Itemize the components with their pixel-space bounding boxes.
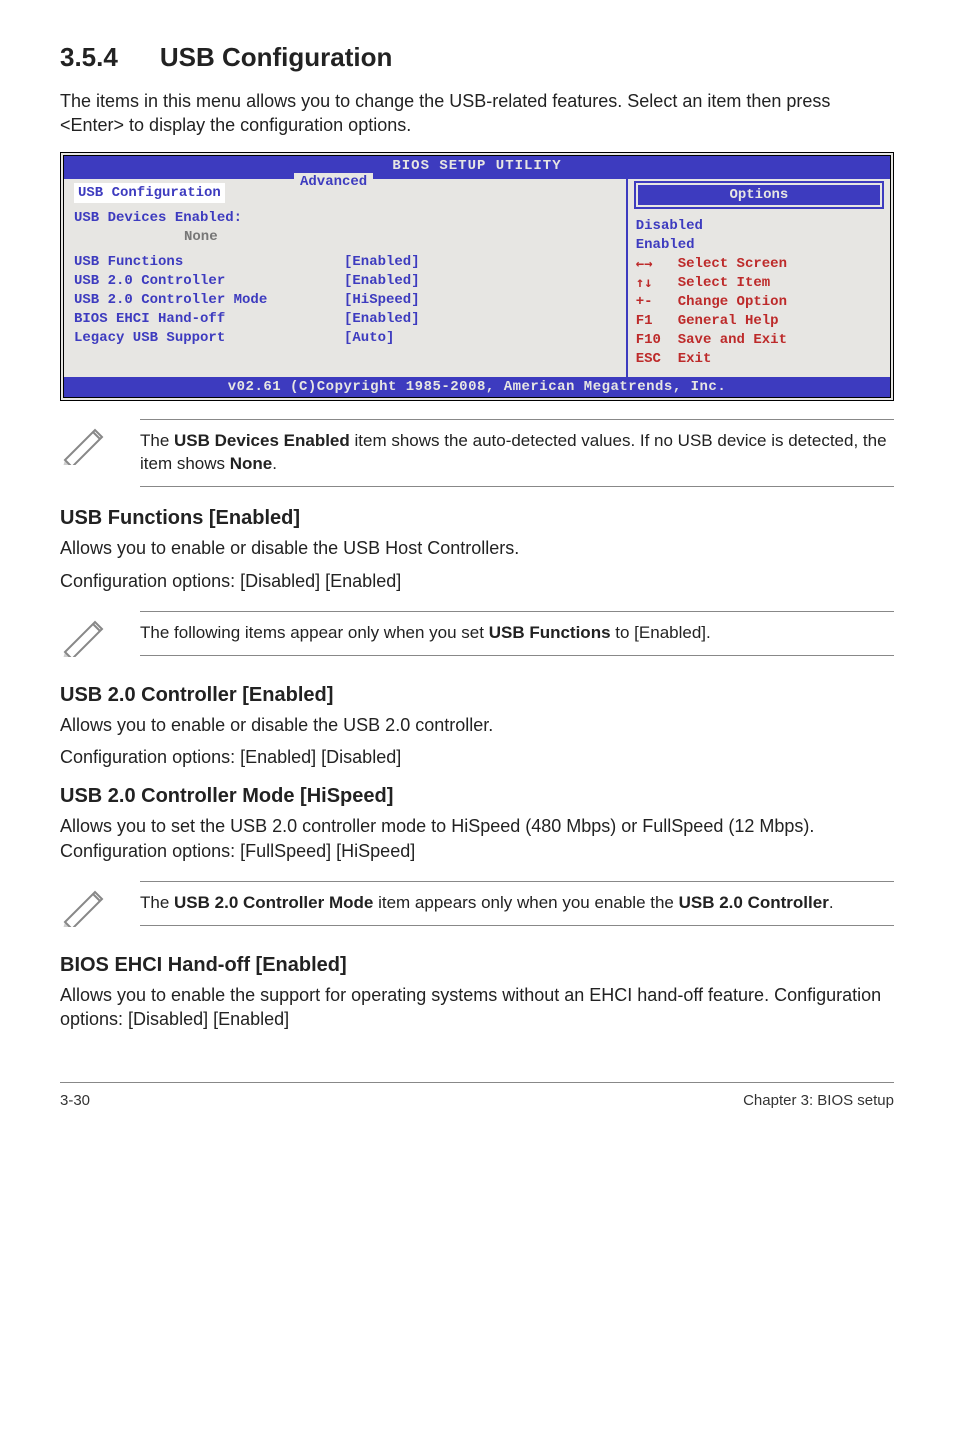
bios-row-value: [Enabled]	[344, 253, 420, 272]
body-text: Configuration options: [Enabled] [Disabl…	[60, 745, 894, 769]
help-text: General Help	[678, 312, 779, 331]
bios-row-value: [Enabled]	[344, 272, 420, 291]
help-text: Select Item	[678, 274, 770, 293]
bios-row-value: [Auto]	[344, 329, 394, 348]
bios-row-label: USB 2.0 Controller	[74, 272, 344, 291]
help-key: ESC	[636, 350, 678, 369]
bios-row[interactable]: USB Functions [Enabled]	[74, 253, 616, 272]
pencil-icon	[60, 611, 112, 664]
section-number: 3.5.4	[60, 40, 118, 75]
bios-left-panel: USB Configuration USB Devices Enabled: N…	[64, 179, 628, 377]
pencil-icon	[60, 419, 112, 472]
page-number: 3-30	[60, 1091, 90, 1111]
bios-footer: v02.61 (C)Copyright 1985-2008, American …	[64, 377, 890, 398]
body-text: Configuration options: [Disabled] [Enabl…	[60, 569, 894, 593]
note-text: The following items appear only when you…	[140, 611, 894, 656]
bios-row-label: BIOS EHCI Hand-off	[74, 310, 344, 329]
bios-title: BIOS SETUP UTILITY	[64, 156, 890, 177]
help-text: Exit	[678, 350, 712, 369]
bios-config-heading: USB Configuration	[74, 183, 225, 204]
bios-screen: BIOS SETUP UTILITY Advanced USB Configur…	[60, 152, 894, 402]
bios-help-block: ←→Select Screen ↑↓Select Item +-Change O…	[636, 255, 882, 368]
note-text: The USB Devices Enabled item shows the a…	[140, 419, 894, 487]
bios-row-label: USB Functions	[74, 253, 344, 272]
section-heading: 3.5.4 USB Configuration	[60, 40, 894, 75]
help-key: +-	[636, 293, 678, 312]
bios-right-panel: Options Disabled Enabled ←→Select Screen…	[628, 179, 890, 377]
section-title: USB Configuration	[160, 40, 393, 75]
note-block: The following items appear only when you…	[60, 611, 894, 664]
help-text: Change Option	[678, 293, 787, 312]
subheading: USB 2.0 Controller Mode [HiSpeed]	[60, 783, 894, 810]
bios-option[interactable]: Disabled	[636, 217, 882, 236]
bios-tab-advanced[interactable]: Advanced	[294, 173, 373, 192]
bios-options-heading: Options	[636, 183, 882, 208]
help-key: F1	[636, 312, 678, 331]
help-text: Save and Exit	[678, 331, 787, 350]
bios-row-value: [HiSpeed]	[344, 291, 420, 310]
bios-row[interactable]: BIOS EHCI Hand-off [Enabled]	[74, 310, 616, 329]
note-block: The USB Devices Enabled item shows the a…	[60, 419, 894, 487]
help-key: F10	[636, 331, 678, 350]
bios-row-label: USB 2.0 Controller Mode	[74, 291, 344, 310]
bios-devices-label: USB Devices Enabled:	[74, 209, 616, 228]
help-text: Select Screen	[678, 255, 787, 274]
pencil-icon	[60, 881, 112, 934]
note-block: The USB 2.0 Controller Mode item appears…	[60, 881, 894, 934]
help-key: ←→	[636, 255, 678, 274]
section-intro: The items in this menu allows you to cha…	[60, 89, 894, 138]
body-text: Allows you to set the USB 2.0 controller…	[60, 814, 894, 863]
subheading: USB Functions [Enabled]	[60, 505, 894, 532]
bios-row-label: Legacy USB Support	[74, 329, 344, 348]
bios-row-value: [Enabled]	[344, 310, 420, 329]
body-text: Allows you to enable or disable the USB …	[60, 536, 894, 560]
bios-row[interactable]: USB 2.0 Controller Mode [HiSpeed]	[74, 291, 616, 310]
help-key: ↑↓	[636, 274, 678, 293]
bios-option[interactable]: Enabled	[636, 236, 882, 255]
subheading: BIOS EHCI Hand-off [Enabled]	[60, 952, 894, 979]
page-footer: 3-30 Chapter 3: BIOS setup	[60, 1082, 894, 1111]
note-text: The USB 2.0 Controller Mode item appears…	[140, 881, 894, 926]
subheading: USB 2.0 Controller [Enabled]	[60, 682, 894, 709]
body-text: Allows you to enable or disable the USB …	[60, 713, 894, 737]
bios-devices-value: None	[74, 228, 616, 247]
bios-row[interactable]: Legacy USB Support [Auto]	[74, 329, 616, 348]
chapter-label: Chapter 3: BIOS setup	[743, 1091, 894, 1111]
body-text: Allows you to enable the support for ope…	[60, 983, 894, 1032]
bios-row[interactable]: USB 2.0 Controller [Enabled]	[74, 272, 616, 291]
